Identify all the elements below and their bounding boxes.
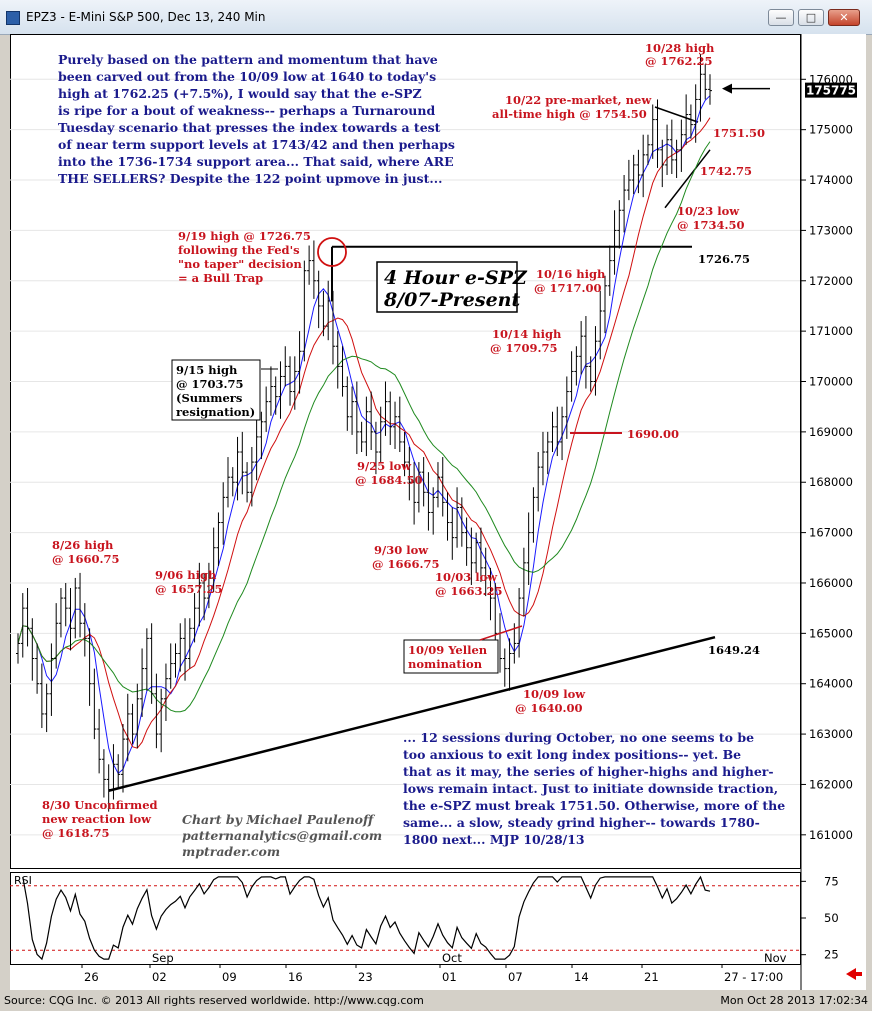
y-tick-label: 163000 (809, 727, 853, 741)
y-tick-label: 175000 (809, 123, 853, 137)
annotation-1022-ath: 10/22 pre-market, new all-time high @ 17… (492, 93, 655, 121)
annotation-1009-low: 10/09 low @ 1640.00 (515, 687, 589, 715)
annotation-915-box (171, 359, 261, 421)
annotation-1028-high: 10/28 high @ 1762.25 (645, 41, 718, 68)
annotation-906-high: 9/06 high @ 1657.25 (155, 568, 223, 596)
wedge-lower-line (664, 149, 711, 209)
annotation-1690: 1690.00 (627, 427, 679, 441)
x-tick-label: 23 (358, 970, 373, 984)
window-titlebar: EPZ3 - E-Mini S&P 500, Dec 13, 240 Min —… (0, 0, 872, 35)
moving-average-line (17, 95, 711, 775)
level-1649-24-label: 1649.24 (708, 643, 760, 657)
month-label: Nov (764, 951, 787, 965)
annotation-925-low: 9/25 low @ 1684.50 (355, 459, 423, 487)
chart-credit: Chart by Michael Paulenoff patternanalyt… (182, 812, 386, 859)
wedge-upper-line (654, 106, 699, 123)
rsi-label: RSI (14, 874, 32, 887)
chart-label: 4 Hour e-SPZ 8/07-Present (383, 267, 533, 311)
status-source: Source: CQG Inc. © 2013 All rights reser… (4, 994, 424, 1007)
close-button[interactable]: ✕ (828, 9, 860, 26)
y-tick-label: 166000 (809, 576, 853, 590)
annotation-yellen-arrow (479, 625, 523, 641)
annotation-1742-75: 1742.75 (700, 164, 752, 178)
x-tick-label: 14 (574, 970, 589, 984)
annotation-1014-high: 10/14 high @ 1709.75 (490, 327, 565, 355)
status-timestamp: Mon Oct 28 2013 17:02:34 (720, 994, 868, 1007)
y-tick-label: 162000 (809, 777, 853, 791)
cqg-app-icon (6, 11, 20, 25)
window-title: EPZ3 - E-Mini S&P 500, Dec 13, 240 Min (26, 10, 266, 24)
chart-label-box (376, 261, 518, 313)
bull-trap-circle (317, 237, 347, 267)
maximize-button[interactable]: □ (798, 9, 824, 26)
commentary-top: Purely based on the pattern and momentum… (58, 52, 459, 186)
annotation-1751-50: 1751.50 (713, 126, 765, 140)
x-tick-label: 16 (288, 970, 303, 984)
red-left-arrow-icon[interactable] (846, 968, 862, 980)
annotation-826-high: 8/26 high @ 1660.75 (52, 538, 120, 566)
y-tick-label: 170000 (809, 375, 853, 389)
status-bar: Source: CQG Inc. © 2013 All rights reser… (0, 990, 872, 1011)
y-tick-label: 171000 (809, 324, 853, 338)
annotation-915-high: 9/15 high @ 1703.75 (Summers resignation… (176, 363, 255, 419)
y-tick-label: 168000 (809, 475, 853, 489)
annotation-930-low: 9/30 low @ 1666.75 (372, 543, 440, 571)
annotation-830-low: 8/30 Unconfirmed new reaction low @ 1618… (42, 798, 162, 840)
annotation-1016-high: 10/16 high @ 1717.00 (534, 267, 609, 295)
x-tick-label: 26 (84, 970, 99, 984)
level-1726-75-label: 1726.75 (698, 252, 750, 266)
moving-average-line (17, 117, 711, 749)
x-tick-label: 21 (644, 970, 659, 984)
x-tick-label: 01 (442, 970, 457, 984)
annotation-yellen: 10/09 Yellen nomination (408, 643, 491, 671)
y-tick-label: 172000 (809, 274, 853, 288)
rsi-tick-label: 50 (824, 911, 839, 925)
y-tick-label: 167000 (809, 526, 853, 540)
month-label: Oct (442, 951, 462, 965)
annotation-yellen-box (403, 639, 499, 674)
rsi-line (22, 875, 711, 961)
last-price-label: 175775 (806, 84, 856, 98)
y-tick-label: 161000 (809, 828, 853, 842)
month-label: Sep (152, 951, 174, 965)
chart-frame[interactable]: 161000 162000 163000 164000 165000 166000 1670… (10, 34, 866, 990)
moving-average-line (17, 141, 711, 713)
y-tick-label: 174000 (809, 173, 853, 187)
x-tick-label: 07 (508, 970, 523, 984)
annotation-1003-low: 10/03 low @ 1663.25 (435, 570, 503, 598)
commentary-bottom: ... 12 sessions during October, no one s… (403, 730, 790, 847)
y-tick-label: 169000 (809, 425, 853, 439)
x-tick-label: 27 - 17:00 (724, 970, 783, 984)
last-price-marker: 175775 (722, 82, 857, 98)
annotation-1023-low: 10/23 low @ 1734.50 (677, 204, 745, 232)
y-tick-label: 173000 (809, 223, 853, 237)
y-tick-label: 164000 (809, 677, 853, 691)
minimize-button[interactable]: — (768, 9, 794, 26)
support-trendline (108, 635, 716, 792)
x-tick-label: 09 (222, 970, 237, 984)
rsi-tick-label: 75 (824, 874, 839, 888)
y-tick-label: 165000 (809, 626, 853, 640)
annotation-919-high: 9/19 high @ 1726.75 following the Fed's … (178, 229, 315, 285)
price-chart[interactable]: 161000 162000 163000 164000 165000 166000 1670… (10, 34, 866, 990)
rsi-tick-label: 25 (824, 948, 839, 962)
x-tick-label: 02 (152, 970, 167, 984)
